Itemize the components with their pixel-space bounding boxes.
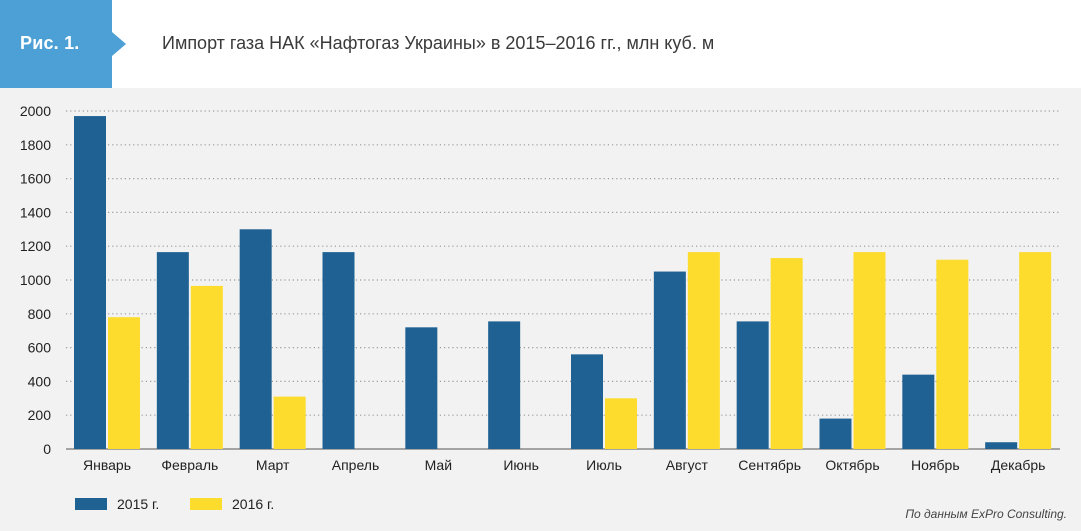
x-tick-label: Июль	[586, 457, 622, 473]
x-tick-label: Ноябрь	[911, 457, 960, 473]
figure-badge: Рис. 1.	[0, 0, 130, 88]
y-tick-label: 1400	[20, 204, 51, 220]
chart-title: Импорт газа НАК «Нафтогаз Украины» в 201…	[162, 33, 715, 53]
y-tick-label: 600	[28, 340, 52, 356]
x-tick-label: Июнь	[503, 457, 539, 473]
figure-label: Рис. 1.	[20, 33, 80, 53]
bar-2015	[736, 321, 769, 449]
y-tick-label: 800	[28, 306, 52, 322]
x-tick-label: Август	[666, 457, 709, 473]
bar-2016	[605, 398, 637, 449]
bar-2016	[687, 252, 720, 449]
bar-2016	[190, 285, 223, 449]
bar-2015	[239, 229, 272, 449]
y-tick-label: 2000	[20, 103, 51, 119]
x-tick-label: Февраль	[161, 457, 218, 473]
bar-2016	[273, 396, 306, 449]
bar-2016	[853, 252, 886, 449]
figure-badge-shape	[0, 0, 126, 88]
x-tick-label: Декабрь	[991, 457, 1046, 473]
bar-2016	[108, 317, 140, 449]
y-tick-label: 400	[28, 373, 52, 389]
bar-2015	[653, 271, 686, 449]
source-note: По данным ExPro Consulting.	[905, 507, 1067, 521]
bar-2016	[936, 259, 969, 449]
bar-2015	[488, 321, 521, 449]
x-tick-label: Октябрь	[825, 457, 879, 473]
legend-swatch-2016	[190, 498, 222, 510]
y-tick-label: 200	[28, 407, 52, 423]
bar-chart: 0 200 400 600 800 1000 1200 1400 1600 1800 2000 Янв…	[20, 103, 1060, 473]
x-tick-label: Март	[256, 457, 290, 473]
y-tick-label: 1000	[20, 272, 51, 288]
y-tick-label: 1200	[20, 238, 51, 254]
bar-2015	[322, 252, 355, 449]
bar-2016	[770, 258, 803, 449]
x-tick-label: Сентябрь	[738, 457, 801, 473]
bar-2015	[819, 418, 852, 449]
bar-2015	[156, 252, 189, 449]
header: Рис. 1. Импорт газа НАК «Нафтогаз Украин…	[0, 0, 1081, 88]
y-tick-label: 0	[43, 441, 51, 457]
bar-2015	[571, 354, 603, 449]
bar-2015	[902, 374, 935, 449]
bar-2015	[74, 116, 106, 449]
bar-2015	[985, 442, 1018, 449]
legend-swatch-2015	[75, 498, 107, 510]
x-tick-label: Май	[425, 457, 452, 473]
legend-label-2016: 2016 г.	[232, 496, 275, 512]
x-tick-label: Апрель	[332, 457, 380, 473]
bar-2015	[405, 327, 438, 449]
x-tick-label: Январь	[83, 457, 131, 473]
y-tick-label: 1800	[20, 137, 51, 153]
legend-label-2015: 2015 г.	[117, 496, 160, 512]
bar-2016	[1019, 252, 1052, 449]
y-tick-label: 1600	[20, 171, 51, 187]
